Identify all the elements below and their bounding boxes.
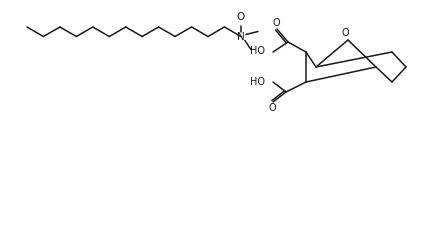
Text: O: O xyxy=(272,18,280,28)
Text: HO: HO xyxy=(250,46,265,56)
Text: O: O xyxy=(341,28,349,38)
Text: HO: HO xyxy=(250,77,265,87)
Text: O: O xyxy=(237,11,245,22)
Text: N: N xyxy=(237,32,245,41)
Text: O: O xyxy=(268,103,276,113)
